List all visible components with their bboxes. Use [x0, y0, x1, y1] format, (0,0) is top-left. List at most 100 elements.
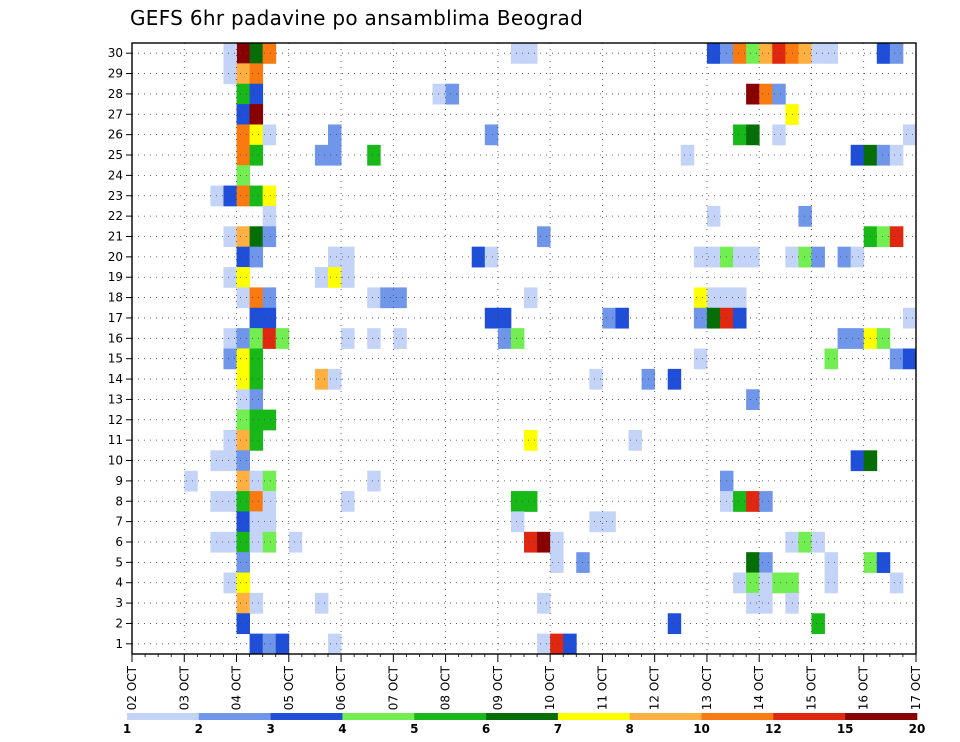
- y-tick-label: 18: [108, 291, 123, 305]
- heatmap-cell: [236, 267, 250, 288]
- heatmap-cell: [236, 491, 250, 512]
- heatmap-cell: [262, 205, 277, 227]
- heatmap-cell: [824, 348, 838, 370]
- heatmap-cell: [262, 124, 277, 146]
- heatmap-cell: [876, 144, 891, 166]
- heatmap-cell: [524, 491, 538, 512]
- legend-label: 2: [195, 722, 203, 736]
- heatmap-cell: [746, 552, 760, 573]
- legend-swatch: [701, 713, 774, 720]
- heatmap-cell: [667, 368, 682, 390]
- heatmap-cell: [236, 348, 250, 370]
- heatmap-cell: [445, 83, 460, 105]
- heatmap-cell: [249, 226, 264, 248]
- x-tick-label: 11 OCT: [595, 665, 609, 710]
- heatmap-cell: [249, 83, 264, 105]
- legend-swatch: [342, 713, 415, 720]
- heatmap-cell: [223, 491, 237, 512]
- legend-swatch: [486, 713, 559, 720]
- heatmap-cell: [510, 491, 525, 512]
- heatmap-cell: [249, 328, 264, 349]
- legend-swatch: [414, 713, 487, 720]
- heatmap-cell: [249, 104, 264, 125]
- heatmap-cell: [576, 552, 590, 573]
- heatmap-cell: [223, 348, 237, 370]
- heatmap-cell: [328, 633, 342, 655]
- heatmap-cell: [759, 592, 773, 614]
- heatmap-cell: [249, 470, 264, 492]
- heatmap-cell: [262, 491, 277, 512]
- heatmap-cell: [824, 43, 838, 64]
- heatmap-cell: [262, 43, 277, 64]
- legend-label: 10: [693, 722, 710, 736]
- heatmap-cell: [262, 287, 277, 309]
- heatmap-cell: [236, 613, 250, 635]
- heatmap-cell: [811, 531, 825, 553]
- heatmap-cell: [798, 531, 812, 553]
- heatmap-cell: [314, 144, 329, 166]
- legend-label: 15: [837, 722, 854, 736]
- heatmap-cell: [772, 43, 786, 64]
- y-tick-label: 5: [115, 555, 123, 569]
- heatmap-cell: [236, 450, 250, 472]
- heatmap-cell: [759, 572, 773, 594]
- legend-swatch: [845, 713, 918, 720]
- heatmap-cell: [236, 165, 250, 186]
- heatmap-cell: [680, 144, 695, 166]
- heatmap-cell: [902, 348, 917, 370]
- heatmap-cell: [811, 613, 825, 635]
- x-tick-label: 02 OCT: [125, 665, 139, 710]
- heatmap-cell: [210, 491, 224, 512]
- heatmap-cell: [328, 246, 342, 268]
- y-tick-label: 20: [108, 250, 123, 264]
- heatmap-cell: [902, 124, 917, 146]
- heatmap-cell: [367, 470, 381, 492]
- heatmap-cell: [236, 63, 250, 85]
- y-tick-label: 7: [115, 515, 123, 529]
- heatmap-cell: [550, 552, 564, 573]
- heatmap-cell: [693, 287, 708, 309]
- y-tick-label: 17: [108, 311, 123, 325]
- heatmap-cell: [249, 43, 264, 64]
- x-tick-label: 08 OCT: [439, 665, 453, 710]
- heatmap-cell: [537, 226, 551, 248]
- heatmap-cell: [236, 368, 250, 390]
- y-tick-label: 16: [108, 331, 123, 345]
- heatmap-cell: [210, 531, 224, 553]
- y-tick-label: 14: [108, 372, 123, 386]
- heatmap-cell: [706, 287, 721, 309]
- heatmap-cell: [432, 83, 446, 105]
- heatmap-cell: [249, 144, 264, 166]
- heatmap-cell: [798, 205, 812, 227]
- heatmap-cell: [314, 267, 329, 288]
- heatmap-cell: [824, 572, 838, 594]
- y-tick-label: 27: [108, 107, 123, 121]
- heatmap-cell: [510, 43, 525, 64]
- y-tick-label: 11: [108, 433, 123, 447]
- heatmap-cell: [889, 43, 904, 64]
- heatmap-cell: [615, 307, 629, 329]
- y-tick-label: 9: [115, 474, 123, 488]
- legend-label: 3: [266, 722, 274, 736]
- heatmap-cell: [876, 328, 891, 349]
- heatmap-cell: [772, 572, 786, 594]
- y-tick-label: 8: [115, 494, 123, 508]
- heatmap-cell: [249, 124, 264, 146]
- heatmap-cell: [236, 226, 250, 248]
- heatmap-cell: [328, 144, 342, 166]
- heatmap-cell: [223, 63, 237, 85]
- y-tick-label: 29: [108, 67, 123, 81]
- heatmap-cell: [288, 531, 303, 553]
- heatmap-cell: [798, 246, 812, 268]
- heatmap-cell: [537, 531, 551, 553]
- heatmap-cell: [733, 307, 747, 329]
- heatmap-cell: [537, 592, 551, 614]
- heatmap-cell: [550, 531, 564, 553]
- heatmap-cell: [262, 307, 277, 329]
- x-tick-label: 17 OCT: [909, 665, 923, 710]
- heatmap-cell: [262, 531, 277, 553]
- heatmap-cell: [236, 470, 250, 492]
- heatmap-cell: [236, 552, 250, 573]
- heatmap-cell: [876, 552, 891, 573]
